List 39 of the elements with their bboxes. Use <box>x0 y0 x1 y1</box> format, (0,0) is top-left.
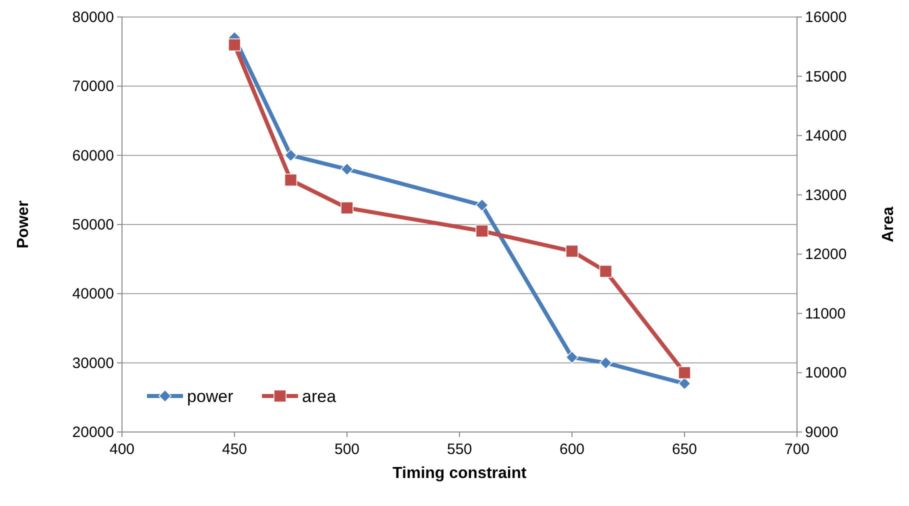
point <box>599 264 612 278</box>
y-tick-label: 60000 <box>72 147 114 164</box>
point <box>284 174 298 186</box>
point <box>566 244 578 258</box>
point <box>228 38 241 52</box>
y-tick-label: 20000 <box>72 424 114 441</box>
y-tick-label: 40000 <box>72 286 114 303</box>
point <box>566 350 578 364</box>
y2-tick-label: 11000 <box>805 305 846 322</box>
y-tick-label: 80000 <box>72 9 114 26</box>
x-tick-label: 700 <box>784 441 810 458</box>
point <box>340 202 354 214</box>
legend-label: power <box>187 387 234 406</box>
x-tick-label: 650 <box>672 441 698 458</box>
y2-tick-label: 13000 <box>805 186 847 204</box>
point <box>284 148 298 162</box>
point <box>340 162 354 176</box>
x-tick-label: 500 <box>334 441 360 458</box>
y-tick-label: 50000 <box>72 216 114 234</box>
point <box>599 356 612 370</box>
x-axis-title: Timing constraint <box>392 465 528 482</box>
y2-tick-label: 16000 <box>805 9 847 26</box>
x-tick-label: 550 <box>446 441 472 458</box>
point <box>476 198 488 212</box>
y-axis-title: Power <box>15 200 32 249</box>
y-tick-label: 30000 <box>72 354 114 372</box>
y2-tick-label: 9000 <box>805 424 838 441</box>
x-tick-label: 600 <box>559 441 585 458</box>
y2-axis-title: Area <box>880 206 897 242</box>
y-tick-label: 70000 <box>72 78 114 96</box>
legend-label: area <box>302 387 337 406</box>
point <box>678 366 691 380</box>
y2-tick-label: 12000 <box>805 246 847 264</box>
x-tick-label: 450 <box>222 441 248 458</box>
y2-tick-label: 15000 <box>805 68 847 86</box>
y2-tick-label: 10000 <box>805 364 847 382</box>
x-tick-label: 400 <box>109 441 135 458</box>
y2-tick-label: 14000 <box>805 128 847 145</box>
point <box>476 224 488 238</box>
